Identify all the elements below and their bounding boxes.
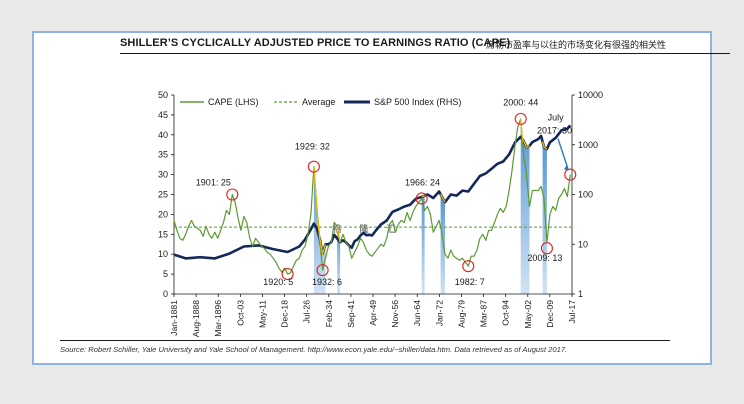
- chart-subtitle: 席勒市盈率与以往的市场变化有很强的相关性: [486, 40, 667, 50]
- y-left-tick-label: 45: [158, 110, 168, 120]
- annotation-label-0: 1901: 25: [196, 177, 231, 187]
- source-rule: [60, 340, 670, 341]
- x-tick-label: Feb-34: [324, 300, 334, 327]
- annotation-circle-9: [564, 168, 577, 181]
- annotation-circle-2: [307, 160, 320, 173]
- legend-cape-label: CAPE (LHS): [208, 97, 259, 107]
- y-left-tick-label: 25: [158, 190, 168, 200]
- annotation-circle-4: [415, 192, 428, 205]
- july-arrow-head: [564, 165, 570, 171]
- y-left-tick-label: 15: [158, 229, 168, 239]
- y-left-tick-label: 10: [158, 249, 168, 259]
- x-tick-label: Aug-79: [456, 300, 466, 328]
- x-tick-label: Mar-1896: [213, 300, 223, 337]
- y-right-tick-label: 100: [578, 190, 593, 200]
- july-arrow: [557, 138, 569, 169]
- x-tick-label: Dec-09: [545, 300, 555, 328]
- chart-title: SHILLER’S CYCLICALLY ADJUSTED PRICE TO E…: [120, 37, 511, 49]
- y-right-tick-label: 1000: [578, 140, 598, 150]
- x-tick-label: Dec-18: [280, 300, 290, 328]
- y-left-tick-label: 5: [163, 269, 168, 279]
- x-tick-label: May-11: [257, 300, 267, 328]
- y-left-tick-label: 20: [158, 209, 168, 219]
- y-left-tick-label: 40: [158, 130, 168, 140]
- y-left-tick-label: 0: [163, 289, 168, 299]
- annotation-label-5: 1982: 7: [455, 277, 485, 287]
- x-tick-label: Nov-56: [390, 300, 400, 328]
- cape-line: [173, 118, 571, 275]
- annotation-label-2: 1929: 32: [295, 142, 330, 152]
- annotation-circle-1: [281, 268, 294, 281]
- x-tick-label: Aug-1888: [191, 300, 201, 337]
- y-right-tick-label: 10: [578, 239, 588, 249]
- annotation-label-7: 2009: 13: [527, 253, 562, 263]
- annotation-label-4: 1966: 24: [405, 177, 440, 187]
- legend-average-label: Average: [302, 97, 335, 107]
- x-tick-label: Mar-87: [479, 300, 489, 327]
- title-row: SHILLER’S CYCLICALLY ADJUSTED PRICE TO E…: [60, 37, 730, 54]
- source-note: Source: Robert Schiller, Yale University…: [60, 345, 568, 354]
- highlight-edge-2: [421, 194, 425, 198]
- x-tick-label: Jul-26: [302, 300, 312, 324]
- highlight-period-2: [421, 195, 425, 294]
- annotation-label-1: 1920: 5: [263, 277, 293, 287]
- annotation-circle-7: [540, 242, 553, 255]
- title-rule: [120, 53, 730, 54]
- y-right-tick-label: 10000: [578, 90, 603, 100]
- x-tick-label: Jul-17: [567, 300, 577, 324]
- x-tick-label: Jan-1881: [169, 300, 179, 336]
- x-tick-label: Apr-49: [368, 300, 378, 326]
- watermark: 格隆汇: [332, 223, 413, 234]
- annotation-circle-0: [226, 188, 239, 201]
- highlight-edge-1: [336, 226, 341, 243]
- highlight-edge-3: [440, 193, 446, 203]
- annotation-circle-5: [462, 260, 475, 273]
- annotation-label-8: July: [548, 112, 565, 122]
- chart-frame: [32, 31, 712, 365]
- highlight-edge-0: [313, 166, 327, 257]
- highlight-edge-5: [541, 141, 548, 150]
- highlight-period-3: [440, 194, 445, 294]
- highlight-period-4: [520, 118, 530, 295]
- annotation-circle-6: [514, 112, 527, 125]
- y-left-tick-label: 30: [158, 170, 168, 180]
- legend-sp500-label: S&P 500 Index (RHS): [374, 97, 461, 107]
- sp500-line: [173, 124, 572, 260]
- x-tick-label: May-02: [523, 300, 533, 329]
- highlight-edge-4: [520, 118, 530, 149]
- y-left-tick-label: 50: [158, 90, 168, 100]
- x-tick-label: Oct-94: [501, 300, 511, 326]
- y-left-tick-label: 35: [158, 150, 168, 160]
- highlight-period-0: [313, 166, 326, 294]
- annotation-label-9: 2017: 30: [537, 126, 572, 136]
- x-tick-label: Sep-41: [346, 300, 356, 328]
- x-tick-label: Jan-72: [434, 300, 444, 326]
- annotation-circle-3: [316, 264, 329, 277]
- annotation-label-3: 1932: 6: [312, 277, 342, 287]
- y-right-tick-label: 1: [578, 289, 583, 299]
- x-tick-label: Jun-64: [412, 300, 422, 326]
- annotation-label-6: 2000: 44: [503, 98, 538, 108]
- x-tick-label: Oct-03: [235, 300, 245, 326]
